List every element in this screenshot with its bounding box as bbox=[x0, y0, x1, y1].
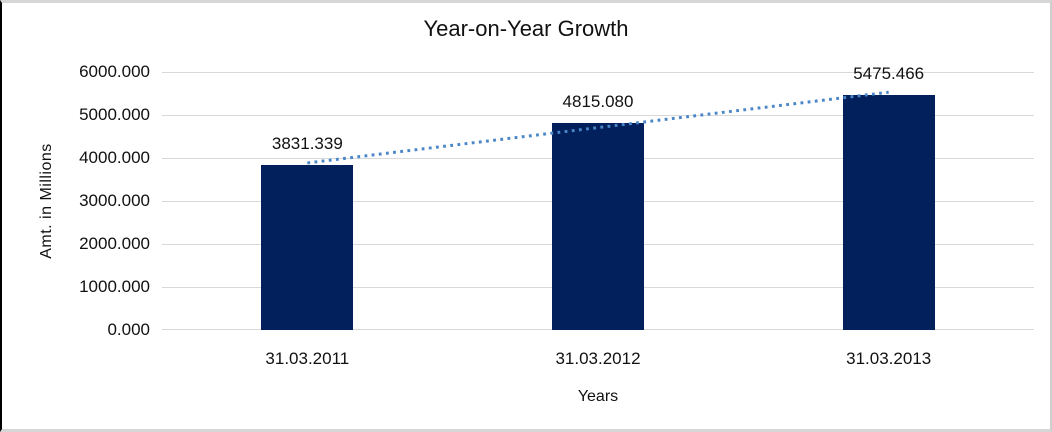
y-tick-label: 1000.000 bbox=[79, 277, 150, 296]
x-axis-title: Years bbox=[577, 388, 619, 405]
y-tick-label: 3000.000 bbox=[79, 191, 150, 210]
y-tick-label: 2000.000 bbox=[79, 234, 150, 253]
y-tick-label: 0.000 bbox=[107, 320, 150, 339]
gridline bbox=[162, 72, 1034, 73]
bar-value-label: 4815.080 bbox=[562, 91, 634, 111]
y-tick-label: 5000.000 bbox=[79, 105, 150, 124]
plot-area bbox=[162, 72, 1034, 330]
bar bbox=[261, 165, 354, 330]
x-tick-label: 31.03.2011 bbox=[265, 349, 350, 368]
x-tick-label: 31.03.2013 bbox=[846, 349, 932, 368]
bar bbox=[842, 94, 935, 330]
bar-value-label: 3831.339 bbox=[271, 134, 343, 154]
x-tick-label: 31.03.2012 bbox=[555, 349, 641, 368]
y-tick-label: 4000.000 bbox=[79, 148, 150, 167]
bar-value-label: 5475.466 bbox=[853, 63, 925, 83]
chart-title: Year-on-Year Growth bbox=[423, 16, 629, 41]
bar bbox=[552, 122, 644, 330]
y-tick-label: 6000.000 bbox=[79, 62, 150, 81]
